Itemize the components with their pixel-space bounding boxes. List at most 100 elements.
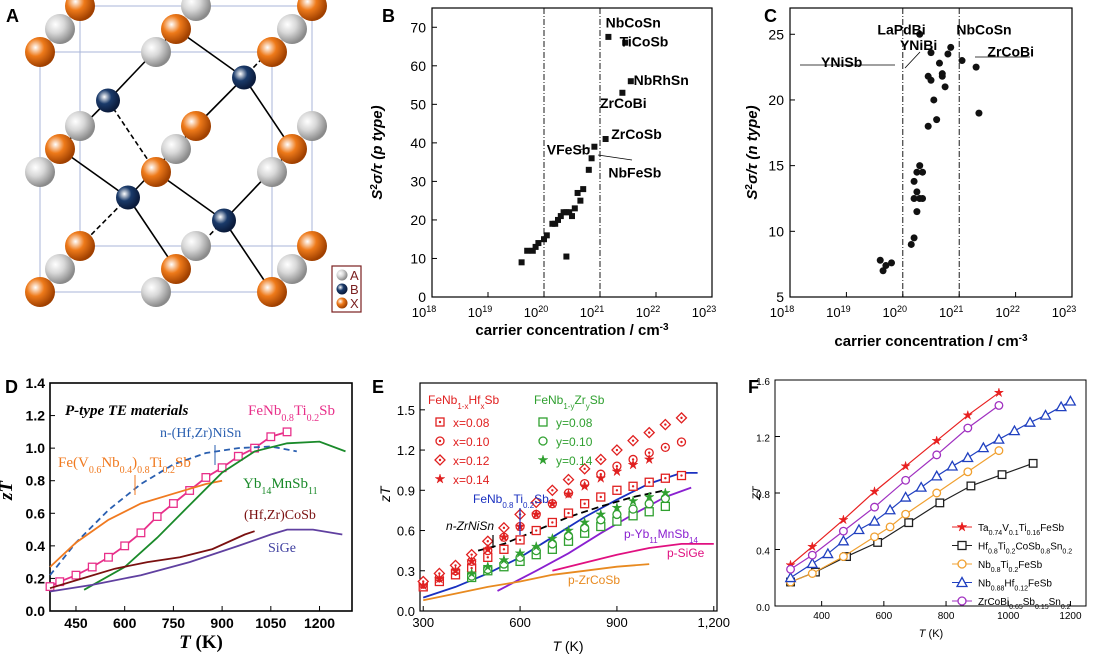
legend-label: x=0.10 bbox=[453, 435, 490, 449]
data-point bbox=[518, 259, 525, 266]
x-tick-label-part: 10 bbox=[412, 305, 426, 320]
legend-label-part: Sn bbox=[1049, 597, 1061, 608]
marker-center bbox=[631, 439, 635, 442]
legend-label-part: FeSb bbox=[1018, 560, 1042, 571]
data-point bbox=[524, 247, 531, 254]
y-axis-title-part: S bbox=[744, 190, 761, 200]
series-line bbox=[423, 563, 650, 602]
legend-head-zr-part: Sb bbox=[590, 393, 605, 407]
x-tick-label-part: 10 bbox=[770, 305, 784, 320]
marker-star bbox=[466, 555, 478, 567]
legend-label: y=0.08 bbox=[556, 416, 593, 430]
atom-X bbox=[257, 37, 287, 67]
marker-triangle bbox=[784, 571, 797, 583]
legend-label-part: 0.2 bbox=[1061, 604, 1071, 611]
crystal-structure: ABX bbox=[25, 0, 362, 313]
y-tick-label: 1.5 bbox=[397, 403, 415, 418]
marker-square bbox=[136, 528, 146, 538]
label-zrcosb: p-ZrCoSb bbox=[568, 573, 620, 587]
marker-center bbox=[438, 420, 442, 424]
x-tick-label: 1200 bbox=[304, 615, 335, 631]
marker-triangle bbox=[1064, 395, 1077, 406]
x-tick-label: 600 bbox=[876, 611, 893, 622]
data-point bbox=[627, 78, 634, 85]
marker-star bbox=[579, 480, 591, 491]
marker-circle bbox=[901, 509, 911, 519]
marker-circle bbox=[957, 559, 967, 569]
x-tick-label: 1021 bbox=[580, 304, 604, 320]
data-point bbox=[919, 194, 927, 202]
marker-triangle bbox=[868, 515, 881, 526]
marker-star bbox=[562, 488, 575, 500]
data-point bbox=[605, 33, 612, 40]
y-axis-title-part: 2 bbox=[744, 184, 755, 190]
marker-center bbox=[631, 485, 635, 488]
legend-head-hf-part: FeNb bbox=[428, 393, 458, 407]
x-tick-label-part: 10 bbox=[1052, 305, 1066, 320]
marker-circle bbox=[994, 400, 1004, 410]
x-axis-title: T (K) bbox=[919, 628, 943, 640]
marker-star bbox=[562, 524, 575, 536]
atom-X bbox=[25, 277, 55, 307]
y-axis-title-part: 2 bbox=[369, 184, 380, 190]
compound-label: ZrCoSb bbox=[611, 126, 662, 142]
label-fev: Fe(V0.6Nb0.4)0.8Ti0.2Sb bbox=[58, 455, 191, 476]
x-tick-label-part: 21 bbox=[953, 304, 963, 314]
legend-label-part: Hf bbox=[1004, 579, 1014, 590]
marker-center bbox=[438, 458, 442, 462]
data-point bbox=[888, 259, 896, 267]
atom-B bbox=[96, 88, 120, 113]
x-tick-label: 1020 bbox=[524, 304, 548, 320]
plot-frame bbox=[789, 7, 1073, 298]
compound-label: LaPdBi bbox=[877, 21, 925, 37]
data-point bbox=[924, 72, 932, 80]
marker-circle bbox=[628, 504, 638, 514]
marker-triangle bbox=[837, 534, 850, 546]
y-tick-label: 0.6 bbox=[397, 524, 415, 539]
data-point bbox=[552, 220, 559, 227]
x-tick-label: 1018 bbox=[412, 304, 436, 320]
marker-center bbox=[680, 416, 683, 420]
data-point bbox=[938, 72, 946, 80]
marker-triangle bbox=[899, 491, 912, 502]
y-axis-title-part: S bbox=[369, 190, 386, 200]
legend-label-part: 0.15 bbox=[1035, 604, 1049, 611]
x-tick-label: 1022 bbox=[995, 304, 1019, 320]
panel-letter-B: B bbox=[382, 6, 395, 26]
y-tick-label: 0.8 bbox=[756, 490, 770, 501]
label-fenb: FeNb0.8Ti0.2Sb bbox=[473, 492, 549, 510]
compound-label: ZrCoBi bbox=[600, 95, 647, 111]
data-point bbox=[910, 234, 918, 242]
data-point bbox=[910, 177, 918, 185]
marker-square bbox=[935, 498, 945, 508]
legend-label-part: 0.8 bbox=[1040, 548, 1050, 555]
x-axis-title-part: -3 bbox=[660, 322, 669, 333]
atom-X bbox=[181, 111, 211, 141]
legend-label-part: V bbox=[1002, 523, 1009, 534]
marker-star bbox=[498, 531, 510, 543]
label-fev-part: Nb bbox=[101, 455, 119, 471]
x-tick-label: 600 bbox=[509, 615, 531, 630]
data-point bbox=[879, 267, 887, 275]
marker-square bbox=[644, 507, 654, 517]
x-tick-label-part: 10 bbox=[524, 305, 538, 320]
series-line bbox=[83, 440, 346, 591]
label-fenb-part: 0.2 bbox=[523, 501, 535, 510]
marker-star bbox=[530, 540, 542, 552]
marker-center bbox=[535, 501, 538, 504]
x-tick-label: 750 bbox=[162, 615, 186, 631]
data-point bbox=[913, 168, 921, 176]
x-tick-label: 1021 bbox=[939, 304, 963, 320]
atom-A bbox=[181, 0, 211, 21]
marker-circle bbox=[963, 423, 973, 433]
marker-star bbox=[449, 564, 462, 576]
x-tick-label: 1019 bbox=[468, 304, 492, 320]
data-point bbox=[924, 122, 932, 130]
legend-label: x=0.12 bbox=[453, 454, 490, 468]
marker-triangle bbox=[977, 441, 990, 453]
data-point bbox=[876, 256, 884, 264]
